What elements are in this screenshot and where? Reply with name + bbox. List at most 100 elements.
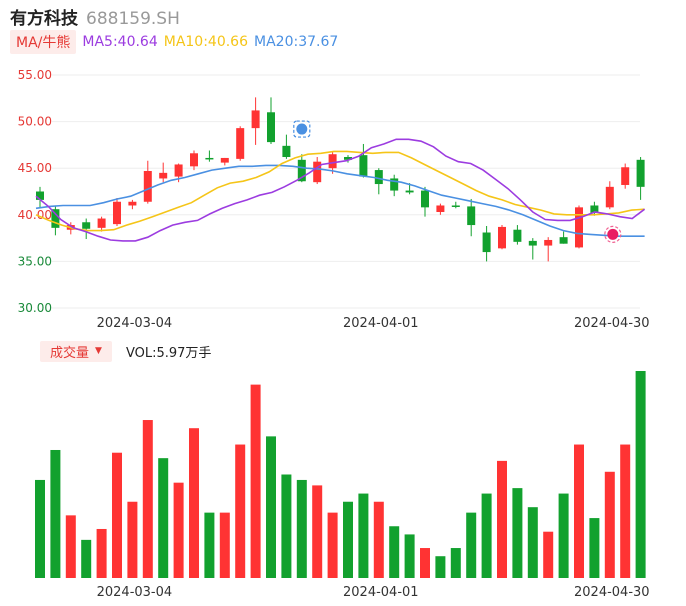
candle-body (174, 164, 183, 177)
volume-bar (50, 449, 61, 578)
ma10-line (35, 150, 645, 232)
volume-bar (389, 526, 400, 578)
buy-signal-dot (607, 228, 619, 240)
volume-bar (127, 501, 138, 578)
volume-bar (512, 488, 523, 578)
candle-body (544, 239, 553, 246)
candle-body (621, 167, 630, 185)
candle-body (559, 237, 568, 244)
candle-body (251, 110, 260, 129)
candle-body (267, 112, 275, 143)
volume-bar (173, 482, 184, 578)
price-tick-label: 30.00 (18, 301, 52, 315)
candle-body (467, 206, 476, 226)
volume-bar (281, 474, 292, 578)
ma10-label: MA10:40.66 (163, 34, 249, 50)
candle-body (128, 201, 137, 206)
candle-body (297, 159, 306, 182)
volume-bar (312, 485, 323, 578)
volume-bar (404, 534, 415, 578)
volume-bar (635, 371, 646, 578)
candle-body (36, 191, 44, 200)
candle-body (313, 161, 322, 183)
candle-body (143, 170, 152, 202)
candle-body (344, 157, 352, 160)
volume-bar (450, 548, 461, 578)
volume-selector-button[interactable]: 成交量 ▼ (40, 340, 112, 362)
volume-bar (435, 556, 446, 578)
volume-bar (327, 512, 338, 578)
volume-bar (250, 384, 261, 578)
candle-body (282, 145, 291, 158)
candle-body (575, 207, 583, 248)
volume-bar (81, 539, 92, 578)
ma5-line (35, 138, 646, 242)
volume-x-tick-label: 2024-03-04 (97, 585, 173, 600)
price-tick-label: 55.00 (18, 68, 52, 82)
volume-x-tick-label: 2024-04-01 (343, 585, 419, 600)
candle-body (421, 190, 429, 208)
ma20-label: MA20:37.67 (254, 34, 339, 50)
candle-body (436, 205, 445, 213)
ma-bull-bear-button[interactable]: MA/牛熊 (10, 30, 77, 54)
volume-bar (158, 458, 169, 578)
volume-bar (466, 512, 477, 578)
volume-bar (497, 460, 507, 578)
candle-body (159, 172, 168, 179)
ma-legend: MA/牛熊 MA5:40.64 MA10:40.66 MA20:37.67 (10, 30, 338, 54)
candle-body (359, 155, 368, 177)
volume-bar (266, 436, 276, 578)
candle-body (498, 226, 506, 249)
volume-bar (604, 471, 615, 578)
ma5-label: MA5:40.64 (82, 34, 158, 50)
sell-signal-dot (296, 123, 308, 135)
candle-body (636, 159, 645, 187)
volume-bar (296, 479, 307, 578)
candle-body (236, 128, 245, 159)
volume-bar (373, 501, 384, 578)
volume-bar (527, 507, 538, 578)
candle-body (405, 190, 414, 193)
candle-body (51, 209, 60, 228)
price-tick-label: 45.00 (18, 161, 52, 175)
volume-selector-label: 成交量 (50, 345, 90, 361)
buy-signal-icon (604, 225, 622, 243)
caret-down-icon: ▼ (95, 346, 102, 356)
candle-body (451, 205, 460, 207)
price-x-tick-label: 2024-03-04 (97, 316, 173, 331)
candle-body (328, 154, 337, 169)
candle-body (374, 170, 383, 185)
volume-value: VOL:5.97万手 (125, 345, 212, 361)
volume-bar (219, 512, 230, 578)
price-x-tick-label: 2024-04-30 (574, 316, 650, 331)
candle-body (513, 229, 522, 242)
price-tick-label: 35.00 (18, 254, 52, 268)
volume-bar (112, 452, 122, 578)
volume-bar (574, 444, 584, 578)
volume-bar (142, 420, 153, 578)
candle-body (528, 240, 537, 246)
candle-body (220, 157, 229, 163)
volume-bar (343, 501, 353, 578)
volume-bar (65, 515, 76, 578)
candle-body (482, 232, 491, 253)
candle-body (205, 157, 214, 160)
volume-legend: 成交量 ▼ VOL:5.97万手 (40, 340, 212, 362)
candle-body (113, 201, 121, 225)
volume-bar (543, 531, 554, 578)
volume-x-tick-label: 2024-04-30 (574, 585, 650, 600)
volume-bar (620, 444, 631, 578)
volume-bar (358, 493, 369, 578)
candle-body (590, 205, 599, 213)
volume-bar (589, 518, 600, 578)
candle-body (190, 153, 198, 167)
stock-header: 有方科技 688159.SH (10, 4, 180, 29)
price-x-tick-label: 2024-04-01 (343, 316, 419, 331)
price-tick-label: 50.00 (18, 115, 52, 129)
sell-signal-icon (293, 120, 311, 138)
stock-code: 688159.SH (86, 9, 180, 29)
volume-bar (558, 493, 569, 578)
candle-body (82, 222, 91, 229)
volume-bar (189, 428, 199, 578)
